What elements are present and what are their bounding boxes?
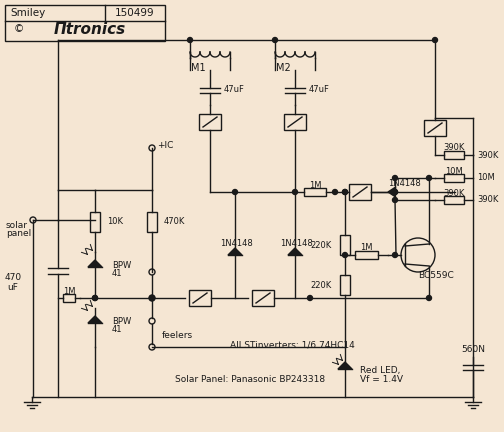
Bar bbox=[340, 275, 350, 295]
Polygon shape bbox=[338, 362, 352, 369]
Text: Smiley: Smiley bbox=[10, 8, 45, 18]
Text: 41: 41 bbox=[112, 324, 122, 334]
Bar bbox=[355, 251, 379, 259]
Text: Vf = 1.4V: Vf = 1.4V bbox=[360, 375, 403, 384]
Text: ©: © bbox=[14, 24, 24, 34]
Text: solar: solar bbox=[6, 220, 28, 229]
Bar bbox=[444, 196, 465, 204]
Text: uF: uF bbox=[8, 283, 19, 292]
Text: 470: 470 bbox=[5, 273, 22, 283]
Bar bbox=[444, 174, 465, 182]
Polygon shape bbox=[228, 248, 242, 255]
Text: 1N4148: 1N4148 bbox=[220, 239, 253, 248]
Circle shape bbox=[393, 175, 398, 181]
Circle shape bbox=[93, 295, 97, 301]
Text: 1N4148: 1N4148 bbox=[280, 239, 313, 248]
Text: 560N: 560N bbox=[461, 346, 485, 355]
Circle shape bbox=[426, 175, 431, 181]
Text: +IC: +IC bbox=[157, 142, 173, 150]
Text: BPW: BPW bbox=[112, 260, 131, 270]
Text: panel: panel bbox=[6, 229, 31, 238]
Circle shape bbox=[93, 295, 97, 301]
Text: 1M: 1M bbox=[63, 286, 75, 295]
Bar bbox=[63, 294, 75, 302]
Text: 41: 41 bbox=[112, 269, 122, 277]
Circle shape bbox=[333, 190, 338, 194]
Bar bbox=[284, 114, 306, 130]
Text: 470K: 470K bbox=[164, 217, 185, 226]
Text: 220K: 220K bbox=[311, 241, 332, 250]
Text: 10K: 10K bbox=[107, 217, 123, 226]
Bar bbox=[199, 114, 221, 130]
Text: Red LED,: Red LED, bbox=[360, 365, 400, 375]
Text: M2: M2 bbox=[276, 63, 291, 73]
Circle shape bbox=[426, 295, 431, 301]
Text: All STinverters: 1/6 74HC14: All STinverters: 1/6 74HC14 bbox=[230, 340, 355, 349]
Bar bbox=[5, 5, 165, 41]
Text: 390K: 390K bbox=[444, 188, 465, 197]
Bar bbox=[90, 212, 100, 232]
Text: 1N4148: 1N4148 bbox=[388, 178, 421, 187]
Circle shape bbox=[307, 295, 312, 301]
Text: 47uF: 47uF bbox=[309, 86, 330, 95]
Polygon shape bbox=[288, 248, 302, 255]
Text: 1M: 1M bbox=[309, 181, 321, 190]
Bar bbox=[340, 235, 350, 255]
Circle shape bbox=[292, 190, 297, 194]
Text: Πtronics: Πtronics bbox=[54, 22, 126, 36]
Bar bbox=[252, 290, 274, 306]
Circle shape bbox=[343, 190, 347, 194]
Bar bbox=[424, 120, 446, 136]
Text: 47uF: 47uF bbox=[224, 86, 245, 95]
Circle shape bbox=[393, 197, 398, 203]
Text: BPW: BPW bbox=[112, 317, 131, 325]
Text: 1M: 1M bbox=[360, 244, 373, 252]
Circle shape bbox=[187, 38, 193, 42]
Text: 10M: 10M bbox=[445, 166, 463, 175]
Text: 10M: 10M bbox=[477, 174, 495, 182]
Circle shape bbox=[432, 38, 437, 42]
Text: M1: M1 bbox=[192, 63, 206, 73]
Text: 220K: 220K bbox=[311, 280, 332, 289]
Circle shape bbox=[343, 190, 347, 194]
Text: 150499: 150499 bbox=[115, 8, 155, 18]
Circle shape bbox=[393, 190, 398, 194]
Text: Solar Panel: Panasonic BP243318: Solar Panel: Panasonic BP243318 bbox=[175, 375, 325, 384]
Circle shape bbox=[393, 252, 398, 257]
Text: BC559C: BC559C bbox=[418, 270, 454, 280]
Bar bbox=[147, 212, 157, 232]
Bar bbox=[349, 184, 371, 200]
Circle shape bbox=[343, 252, 347, 257]
Bar bbox=[444, 151, 465, 159]
Polygon shape bbox=[388, 187, 395, 197]
Circle shape bbox=[150, 295, 155, 301]
Circle shape bbox=[393, 190, 398, 194]
Bar bbox=[189, 290, 211, 306]
Circle shape bbox=[232, 190, 237, 194]
Text: 390K: 390K bbox=[477, 196, 498, 204]
Text: feelers: feelers bbox=[162, 330, 193, 340]
Polygon shape bbox=[88, 316, 102, 323]
Polygon shape bbox=[88, 260, 102, 267]
Text: 390K: 390K bbox=[477, 150, 498, 159]
Text: 390K: 390K bbox=[444, 143, 465, 152]
Bar bbox=[304, 188, 326, 196]
Circle shape bbox=[273, 38, 278, 42]
